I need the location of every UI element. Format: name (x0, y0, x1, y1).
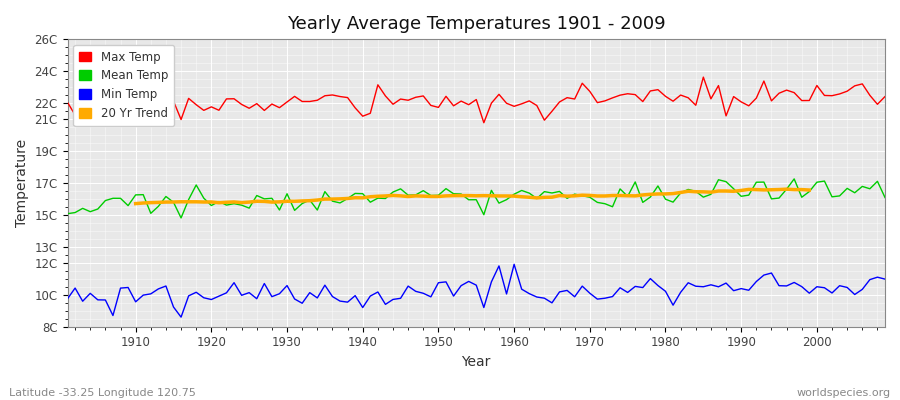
Text: worldspecies.org: worldspecies.org (796, 388, 891, 398)
Min Temp (517, 287, 527, 292)
20 Yr Trend (774, 187, 785, 192)
Y-axis label: Temperature: Temperature (15, 139, 29, 227)
Max Temp (608, 96, 618, 100)
Max Temp (62, 100, 73, 105)
Line: 20 Yr Trend: 20 Yr Trend (136, 189, 809, 204)
Max Temp (479, 120, 490, 125)
20 Yr Trend (221, 200, 232, 205)
Mean Temp (342, 196, 353, 201)
Max Temp (879, 94, 890, 99)
Mean Temp (788, 176, 799, 181)
Title: Yearly Average Temperatures 1901 - 2009: Yearly Average Temperatures 1901 - 2009 (287, 15, 666, 33)
Mean Temp (517, 188, 527, 193)
20 Yr Trend (706, 190, 716, 194)
Line: Min Temp: Min Temp (68, 264, 885, 317)
Min Temp (879, 277, 890, 282)
Max Temp (335, 94, 346, 99)
Legend: Max Temp, Mean Temp, Min Temp, 20 Yr Trend: Max Temp, Mean Temp, Min Temp, 20 Yr Tre… (74, 45, 174, 126)
Mean Temp (879, 195, 890, 200)
Mean Temp (176, 216, 186, 220)
Max Temp (289, 94, 300, 99)
Line: Mean Temp: Mean Temp (68, 179, 885, 218)
Mean Temp (62, 211, 73, 216)
Mean Temp (297, 201, 308, 206)
Max Temp (122, 101, 133, 106)
Min Temp (176, 315, 186, 320)
20 Yr Trend (335, 196, 346, 201)
Max Temp (698, 75, 708, 80)
Min Temp (508, 262, 519, 267)
Min Temp (62, 296, 73, 301)
20 Yr Trend (130, 201, 141, 206)
Min Temp (524, 291, 535, 296)
20 Yr Trend (781, 187, 792, 192)
Min Temp (122, 285, 133, 290)
Mean Temp (608, 204, 618, 209)
20 Yr Trend (599, 194, 610, 198)
Max Temp (508, 104, 519, 109)
Mean Temp (122, 203, 133, 208)
X-axis label: Year: Year (462, 355, 491, 369)
Max Temp (517, 102, 527, 106)
Min Temp (342, 300, 353, 304)
20 Yr Trend (690, 189, 701, 194)
20 Yr Trend (804, 188, 814, 192)
Min Temp (297, 301, 308, 306)
Line: Max Temp: Max Temp (68, 77, 885, 123)
Text: Latitude -33.25 Longitude 120.75: Latitude -33.25 Longitude 120.75 (9, 388, 196, 398)
Min Temp (615, 285, 626, 290)
Mean Temp (508, 192, 519, 196)
